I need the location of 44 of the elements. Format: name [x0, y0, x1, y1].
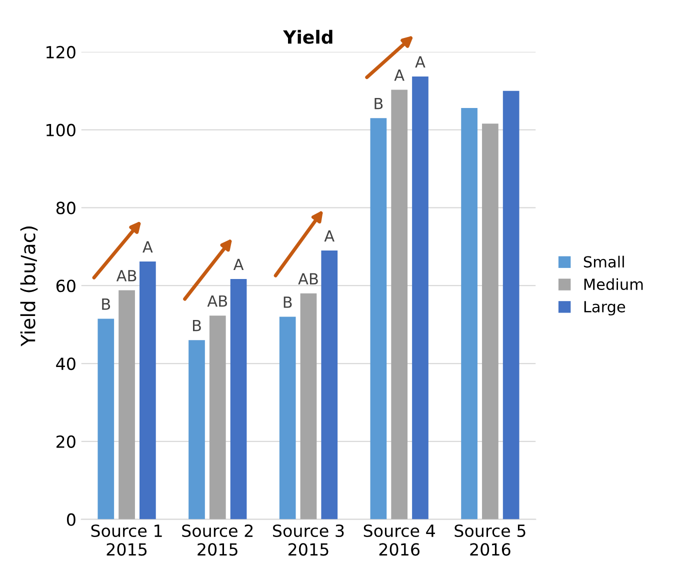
bar — [188, 340, 205, 520]
y-tick-label: 20 — [56, 435, 76, 448]
y-tick-label: 40 — [56, 357, 76, 370]
x-tick-label: Source 3 2015 — [273, 524, 344, 556]
y-axis-title: Yield (bu/ac) — [20, 226, 38, 346]
y-tick-label: 0 — [66, 513, 76, 526]
annotation: AB — [207, 295, 228, 307]
bar — [230, 278, 247, 520]
x-tick-label: Source 2 2015 — [182, 524, 253, 556]
y-tick-label: 120 — [46, 46, 76, 58]
legend-label: Small — [584, 256, 624, 268]
y-tick-label: 100 — [46, 124, 76, 136]
bar — [391, 90, 408, 520]
x-tick-label: Source 5 2016 — [454, 524, 526, 556]
annotation: A — [324, 230, 334, 242]
x-tick-label: Source 1 2015 — [91, 524, 162, 556]
y-tick-label: 80 — [56, 202, 76, 214]
bar — [98, 318, 114, 520]
annotation: AB — [298, 273, 318, 284]
bar — [461, 108, 478, 520]
annotation: A — [394, 70, 404, 81]
bar — [279, 316, 296, 520]
annotation: AB — [116, 270, 136, 282]
annotation: B — [193, 320, 201, 332]
x-tick-label: Source 4 2016 — [364, 524, 435, 556]
bar — [370, 118, 387, 520]
annotation: B — [284, 296, 292, 308]
bar — [140, 261, 156, 520]
annotation: B — [374, 98, 383, 110]
annotation: A — [142, 241, 153, 252]
bar — [502, 90, 520, 520]
annotation: A — [233, 258, 244, 270]
y-tick-label: 60 — [56, 280, 76, 292]
bar — [300, 293, 317, 520]
bar — [412, 76, 428, 520]
bar — [482, 124, 498, 520]
bar — [118, 290, 135, 520]
legend-label: Large — [584, 301, 626, 316]
chart-title: Yield — [283, 30, 332, 44]
annotation: B — [102, 298, 110, 310]
bar — [321, 250, 338, 520]
annotation: A — [415, 56, 426, 68]
legend-label: Medium — [584, 278, 643, 290]
bar — [209, 316, 226, 520]
